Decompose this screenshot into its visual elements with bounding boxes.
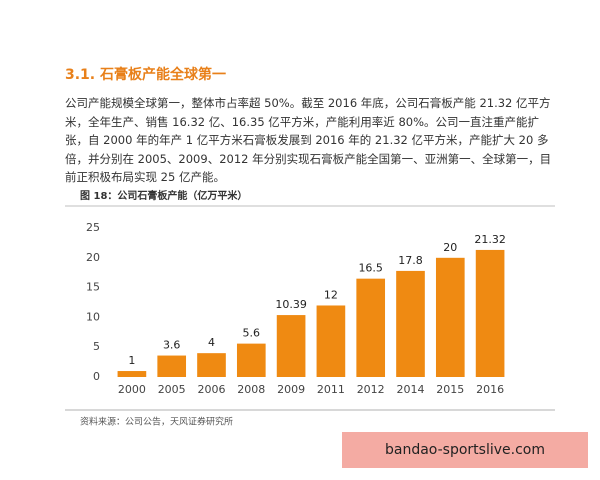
bar bbox=[157, 355, 187, 377]
chart-title: 图 18：公司石膏板产能（亿万平米） bbox=[80, 189, 247, 202]
bar bbox=[316, 305, 346, 377]
value-label: 21.32 bbox=[474, 233, 506, 246]
paragraph: 公司产能规模全球第一，整体市占率超 50%。截至 2016 年底，公司石膏板产能… bbox=[65, 96, 552, 184]
value-label: 17.8 bbox=[398, 254, 423, 267]
x-tick-label: 2016 bbox=[476, 383, 504, 396]
x-tick-label: 2014 bbox=[397, 383, 425, 396]
value-label: 20 bbox=[443, 241, 457, 254]
value-label: 5.6 bbox=[243, 327, 261, 340]
x-tick-label: 2009 bbox=[277, 383, 305, 396]
y-tick-label: 10 bbox=[86, 310, 100, 323]
section-title: 3.1. 石膏板产能全球第一 bbox=[65, 67, 226, 83]
x-tick-label: 2015 bbox=[436, 383, 464, 396]
watermark: bandao-sportslive.com bbox=[342, 432, 588, 468]
value-label: 12 bbox=[324, 288, 338, 301]
source: 资料来源：公司公告，天风证券研究所 bbox=[80, 416, 233, 428]
y-tick-label: 5 bbox=[93, 340, 100, 353]
x-tick-label: 2012 bbox=[357, 383, 385, 396]
y-tick-label: 25 bbox=[86, 221, 100, 234]
y-tick-label: 0 bbox=[93, 370, 100, 383]
x-tick-label: 2005 bbox=[158, 383, 186, 396]
x-tick-label: 2000 bbox=[118, 383, 146, 396]
bar bbox=[197, 353, 226, 377]
bar bbox=[236, 343, 266, 377]
x-tick-label: 2008 bbox=[237, 383, 265, 396]
bar bbox=[396, 270, 425, 377]
bar bbox=[475, 249, 505, 377]
value-label: 16.5 bbox=[358, 262, 383, 275]
bar bbox=[435, 257, 465, 377]
value-label: 10.39 bbox=[275, 298, 307, 311]
bar bbox=[356, 278, 386, 377]
bar bbox=[276, 315, 306, 377]
y-tick-label: 20 bbox=[86, 251, 100, 264]
x-tick-label: 2006 bbox=[198, 383, 226, 396]
value-label: 3.6 bbox=[163, 339, 181, 352]
bar bbox=[117, 371, 147, 377]
x-tick-label: 2011 bbox=[317, 383, 345, 396]
y-tick-label: 15 bbox=[86, 281, 100, 294]
value-label: 1 bbox=[128, 354, 135, 367]
value-label: 4 bbox=[208, 336, 215, 349]
